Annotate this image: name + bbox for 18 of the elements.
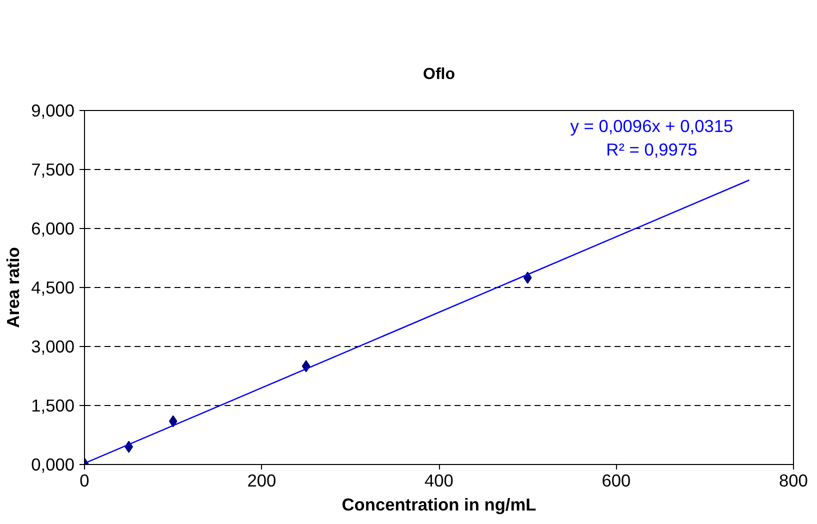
x-tick-label: 400 [424,470,454,490]
y-tick-label: 3,000 [31,336,75,356]
x-tick-label: 800 [779,470,808,490]
x-tick-label: 200 [247,470,276,490]
y-tick-label: 4,500 [31,278,75,298]
annotation: R² = 0,9975 [606,140,698,160]
x-axis-title: Concentration in ng/mL [342,494,537,514]
y-tick-label: 0,000 [31,454,75,474]
y-tick-label: 6,000 [31,218,75,238]
chart-title: Oflo [423,66,456,83]
y-tick-label: 7,500 [31,160,75,180]
y-axis-title: Area ratio [3,247,24,328]
x-tick-label: 600 [602,470,631,490]
y-tick-label: 1,500 [31,396,75,416]
y-tick-label: 9,000 [31,100,75,120]
annotation: y = 0,0096x + 0,0315 [570,116,734,136]
x-tick-label: 0 [80,470,90,490]
point [168,415,178,428]
